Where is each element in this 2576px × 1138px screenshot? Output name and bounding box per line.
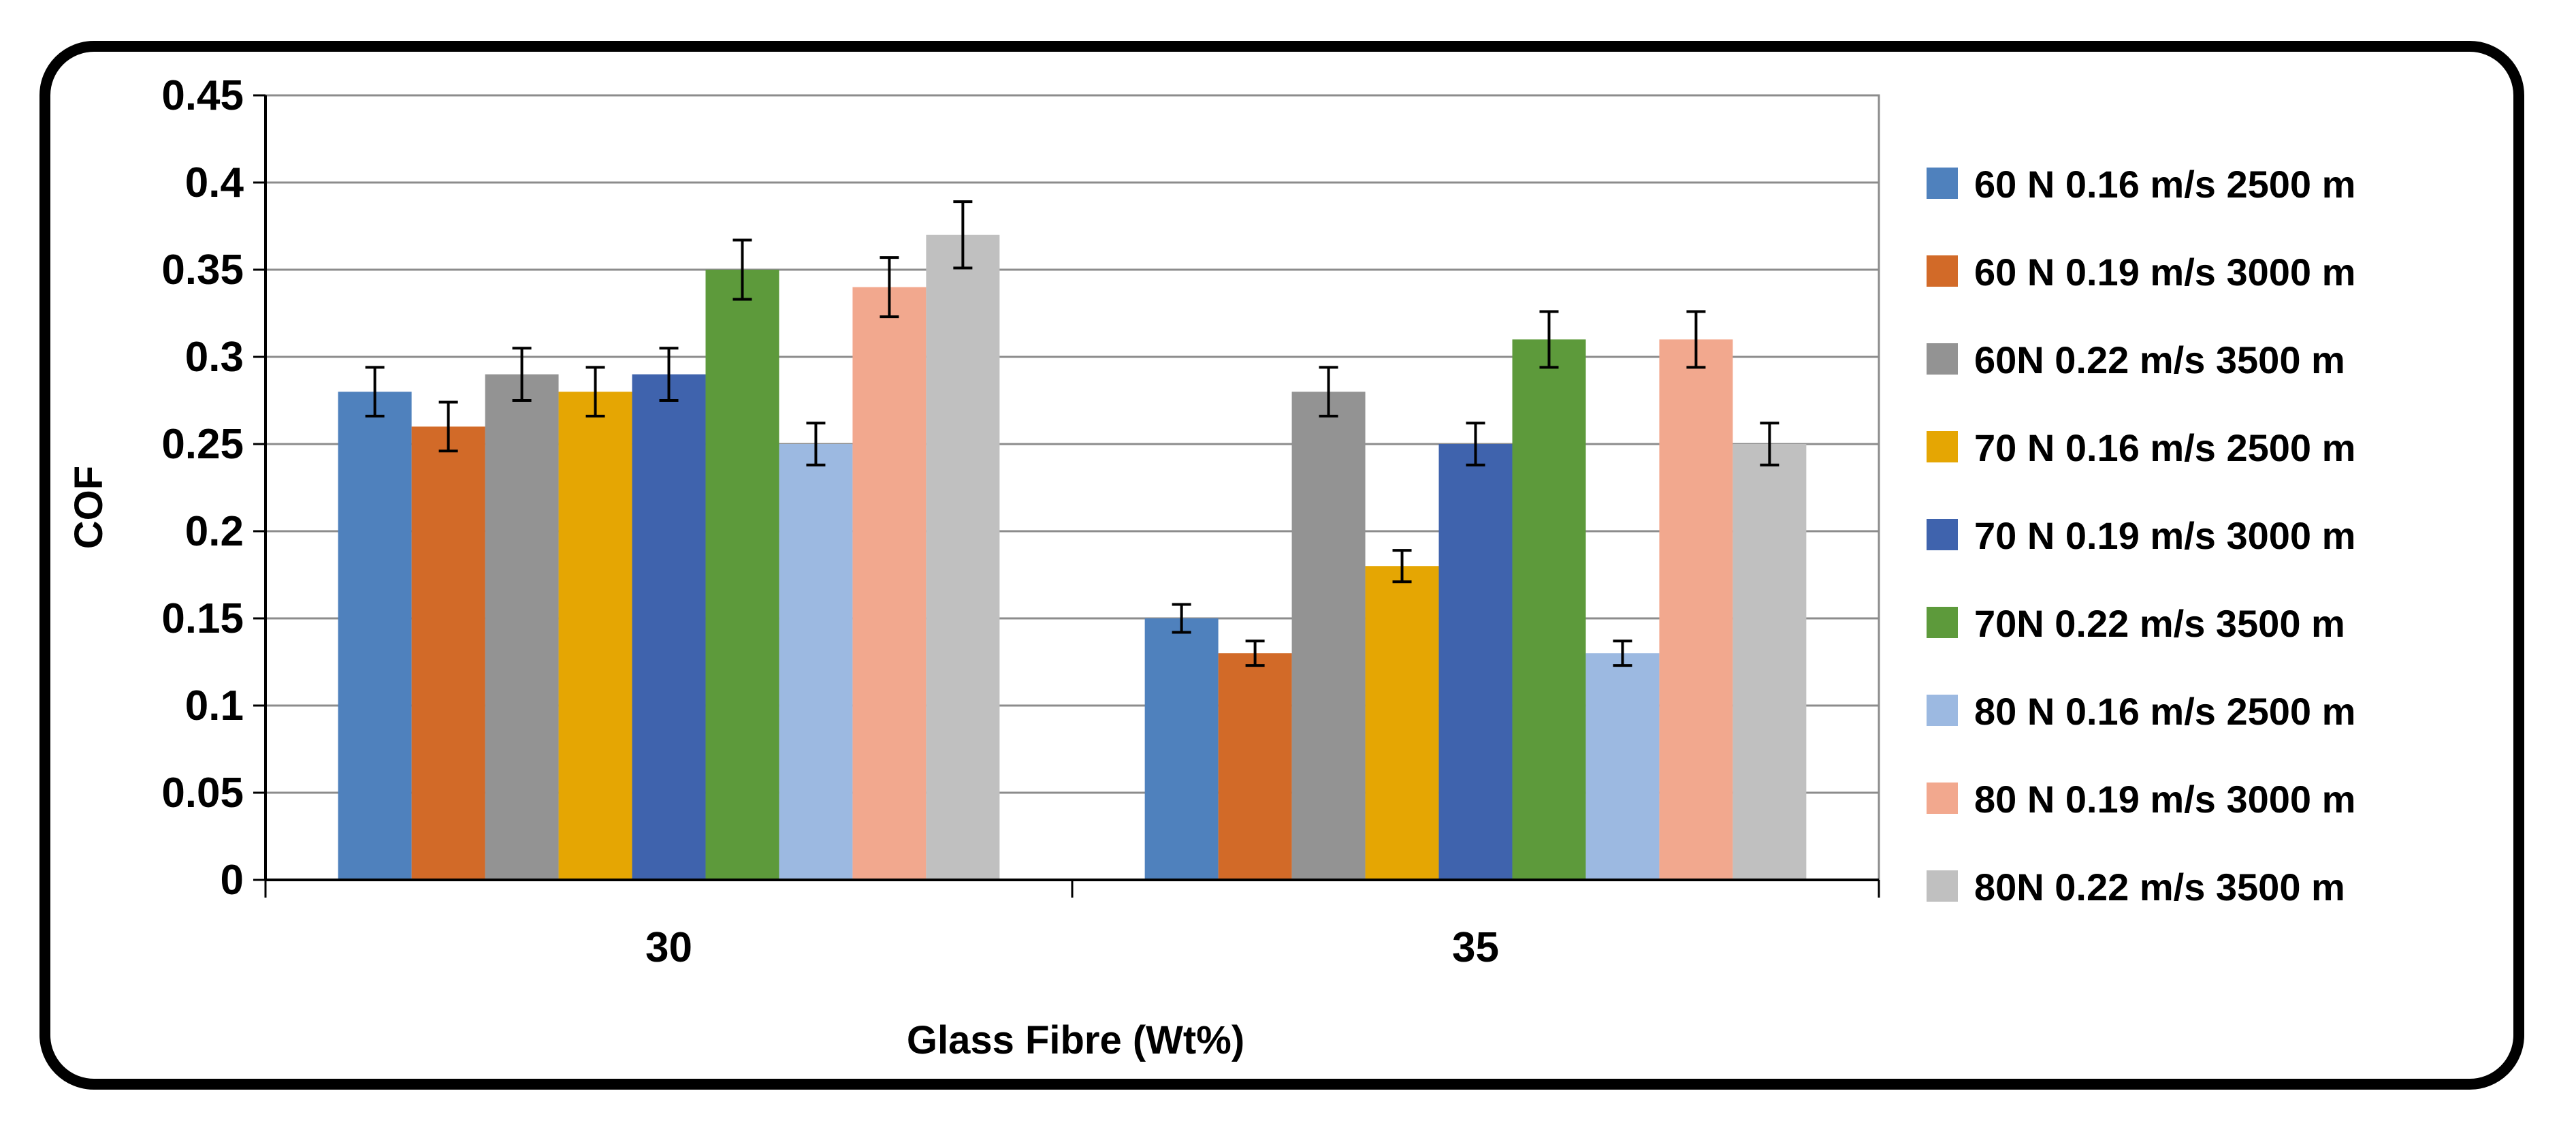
bar	[779, 444, 853, 880]
legend-swatch	[1927, 255, 1958, 287]
bar	[705, 270, 779, 880]
bar	[1144, 618, 1219, 880]
y-tick-label: 0.25	[161, 421, 244, 468]
x-tick-label: 35	[1452, 924, 1499, 971]
legend-swatch	[1927, 870, 1958, 902]
legend-swatch	[1927, 519, 1958, 550]
bar	[411, 426, 485, 880]
legend-label: 60 N 0.16 m/s 2500 m	[1974, 163, 2355, 206]
bar	[1659, 339, 1733, 880]
bar	[632, 374, 706, 880]
y-tick-label: 0.3	[185, 334, 244, 381]
legend-label: 70N 0.22 m/s 3500 m	[1974, 602, 2345, 645]
legend: 60 N 0.16 m/s 2500 m 60 N 0.19 m/s 3000 m…	[1927, 163, 2355, 908]
legend-label: 60N 0.22 m/s 3500 m	[1974, 338, 2345, 381]
legend-label: 70 N 0.19 m/s 3000 m	[1974, 514, 2355, 557]
y-tick-label: 0.05	[161, 770, 244, 817]
y-tick-label: 0.45	[161, 72, 244, 119]
y-tick-label: 0.4	[185, 159, 244, 206]
axes: 0 0.05 0.1 0.15 0.2 0.25 0.3 0.35 0.4 0.45 30 35	[161, 72, 1880, 971]
y-tick-label: 0.1	[185, 682, 244, 729]
bar	[558, 392, 632, 880]
legend-swatch	[1927, 783, 1958, 814]
bar	[1291, 392, 1366, 880]
bar	[1733, 444, 1807, 880]
y-axis-title: COF	[67, 466, 111, 549]
bar	[338, 392, 412, 880]
bar	[1512, 339, 1586, 880]
x-axis-title: Glass Fibre (Wt%)	[907, 1018, 1244, 1062]
legend-label: 80N 0.22 m/s 3500 m	[1974, 866, 2345, 908]
legend-swatch	[1927, 168, 1958, 199]
legend-swatch	[1927, 695, 1958, 726]
x-tick-label: 30	[645, 924, 692, 971]
bar	[1438, 444, 1513, 880]
legend-swatch	[1927, 343, 1958, 375]
legend-label: 70 N 0.16 m/s 2500 m	[1974, 426, 2355, 469]
bar	[852, 287, 927, 881]
y-tick-label: 0	[221, 857, 244, 904]
bar	[926, 234, 1000, 880]
legend-label: 60 N 0.19 m/s 3000 m	[1974, 251, 2355, 294]
legend-label: 80 N 0.19 m/s 3000 m	[1974, 778, 2355, 821]
bar	[485, 374, 559, 880]
bar	[1365, 566, 1439, 880]
legend-swatch	[1927, 431, 1958, 462]
y-tick-label: 0.15	[161, 595, 244, 642]
bar	[1218, 653, 1292, 880]
legend-label: 80 N 0.16 m/s 2500 m	[1974, 690, 2355, 733]
y-tick-label: 0.2	[185, 508, 244, 555]
legend-swatch	[1927, 607, 1958, 638]
y-tick-label: 0.35	[161, 247, 244, 294]
bars	[338, 200, 1807, 881]
bar	[1585, 653, 1660, 880]
